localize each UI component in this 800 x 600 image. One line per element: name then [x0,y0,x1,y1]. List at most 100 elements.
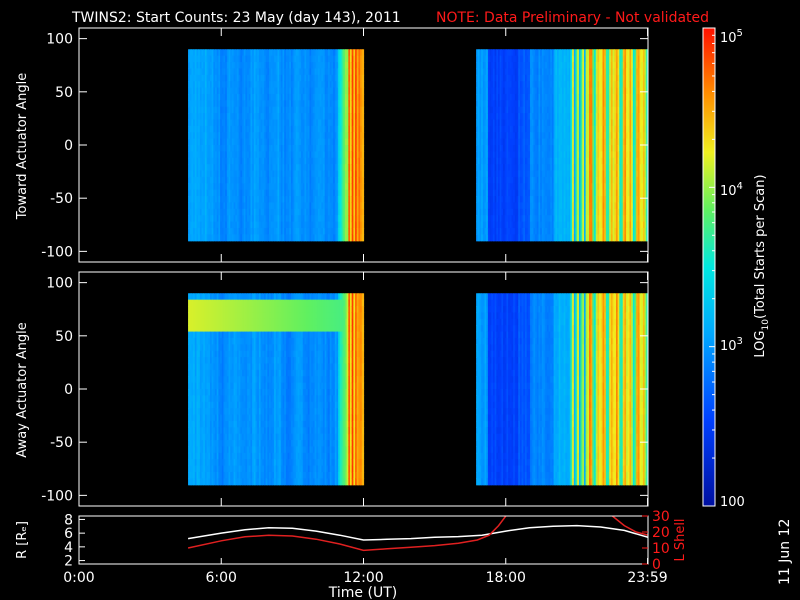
heatmap-cell [265,100,268,108]
heatmap-cell [545,196,548,204]
heatmap-cell [499,145,502,152]
heatmap-cell [521,227,524,235]
heatmap-cell [535,170,538,178]
heatmap-cell [304,157,307,165]
heatmap-cell [543,221,546,229]
heatmap-cell [489,151,492,159]
heatmap-cell [523,74,526,82]
heatmap-cell [486,62,489,70]
heatmap-cell [257,87,260,95]
heatmap-cell [568,145,572,152]
heatmap-cell [563,221,567,229]
heatmap-cell [194,55,198,63]
heatmap-cell [307,87,311,95]
heatmap-cell [355,138,358,146]
heatmap-cell [247,151,250,159]
heatmap-cell [580,55,583,63]
heatmap-cell [306,125,309,133]
heatmap-cell [481,74,484,82]
heatmap-cell [580,125,583,133]
heatmap-cell [231,68,235,76]
heatmap-cell [306,74,309,82]
heatmap-cell [336,227,339,235]
heatmap-cell [541,119,545,127]
heatmap-cell [194,164,198,172]
heatmap-cell [503,176,506,184]
heatmap-cell [267,151,270,159]
heatmap-cell [578,113,582,121]
heatmap-cell [255,234,258,242]
heatmap-cell [331,93,334,101]
heatmap-cell [523,176,526,184]
heatmap-cell [280,157,284,165]
heatmap-cell [499,215,502,223]
heatmap-cell [573,119,577,127]
heatmap-cell [296,234,299,242]
heatmap-cell [578,189,582,197]
heatmap-cell [262,106,265,114]
heatmap-cell [528,87,531,95]
heatmap-cell [333,208,336,216]
heatmap-cell [328,93,331,101]
heatmap-cell [545,62,548,70]
heatmap-cell [509,183,513,191]
heatmap-cell [336,170,339,178]
heatmap-cell [516,189,519,197]
heatmap-cell [351,62,354,70]
heatmap-cell [282,68,285,76]
heatmap-cell [274,189,277,197]
heatmap-cell [521,215,524,223]
heatmap-cell [353,100,356,108]
heatmap-cell [498,87,501,95]
heatmap-cell [257,81,260,89]
heatmap-cell [226,176,230,184]
heatmap-cell [351,49,354,57]
heatmap-cell [336,221,339,229]
heatmap-cell [274,100,277,108]
heatmap-cell [204,151,208,159]
heatmap-cell [209,176,213,184]
heatmap-cell [274,138,277,146]
heatmap-cell [558,157,561,165]
heatmap-cell [328,113,331,121]
heatmap-cell [231,74,235,82]
heatmap-cell [319,74,322,82]
heatmap-cell [228,138,231,146]
heatmap-cell [348,62,351,70]
heatmap-cell [333,215,336,223]
heatmap-cell [350,151,353,159]
heatmap-cell [304,100,307,108]
heatmap-cell [329,55,333,63]
heatmap-cell [194,176,198,184]
heatmap-cell [580,100,583,108]
heatmap-cell [498,74,501,82]
heatmap-cell [257,157,260,165]
heatmap-cell [262,145,265,152]
heatmap-cell [494,125,497,133]
heatmap-cell [279,125,282,133]
heatmap-cell [570,157,573,165]
heatmap-cell [489,208,492,216]
heatmap-cell [245,183,248,191]
heatmap-cell [250,106,253,114]
heatmap-cell [272,62,275,70]
heatmap-cell [568,132,572,140]
heatmap-cell [328,234,331,242]
heatmap-cell [476,164,479,172]
heatmap-cell [316,145,319,152]
heatmap-cell [482,138,486,146]
heatmap-cell [243,132,247,140]
heatmap-cell [223,55,226,63]
heatmap-cell [188,183,191,191]
heatmap-cell [528,227,531,235]
heatmap-cell [570,106,573,114]
heatmap-cell [189,157,193,165]
heatmap-cell [188,151,191,159]
heatmap-cell [484,164,487,172]
heatmap-cell [204,189,208,197]
heatmap-cell [194,234,198,242]
heatmap-cell [492,196,496,204]
heatmap-cell [216,227,220,235]
heatmap-cell [319,151,322,159]
heatmap-cell [284,227,287,235]
